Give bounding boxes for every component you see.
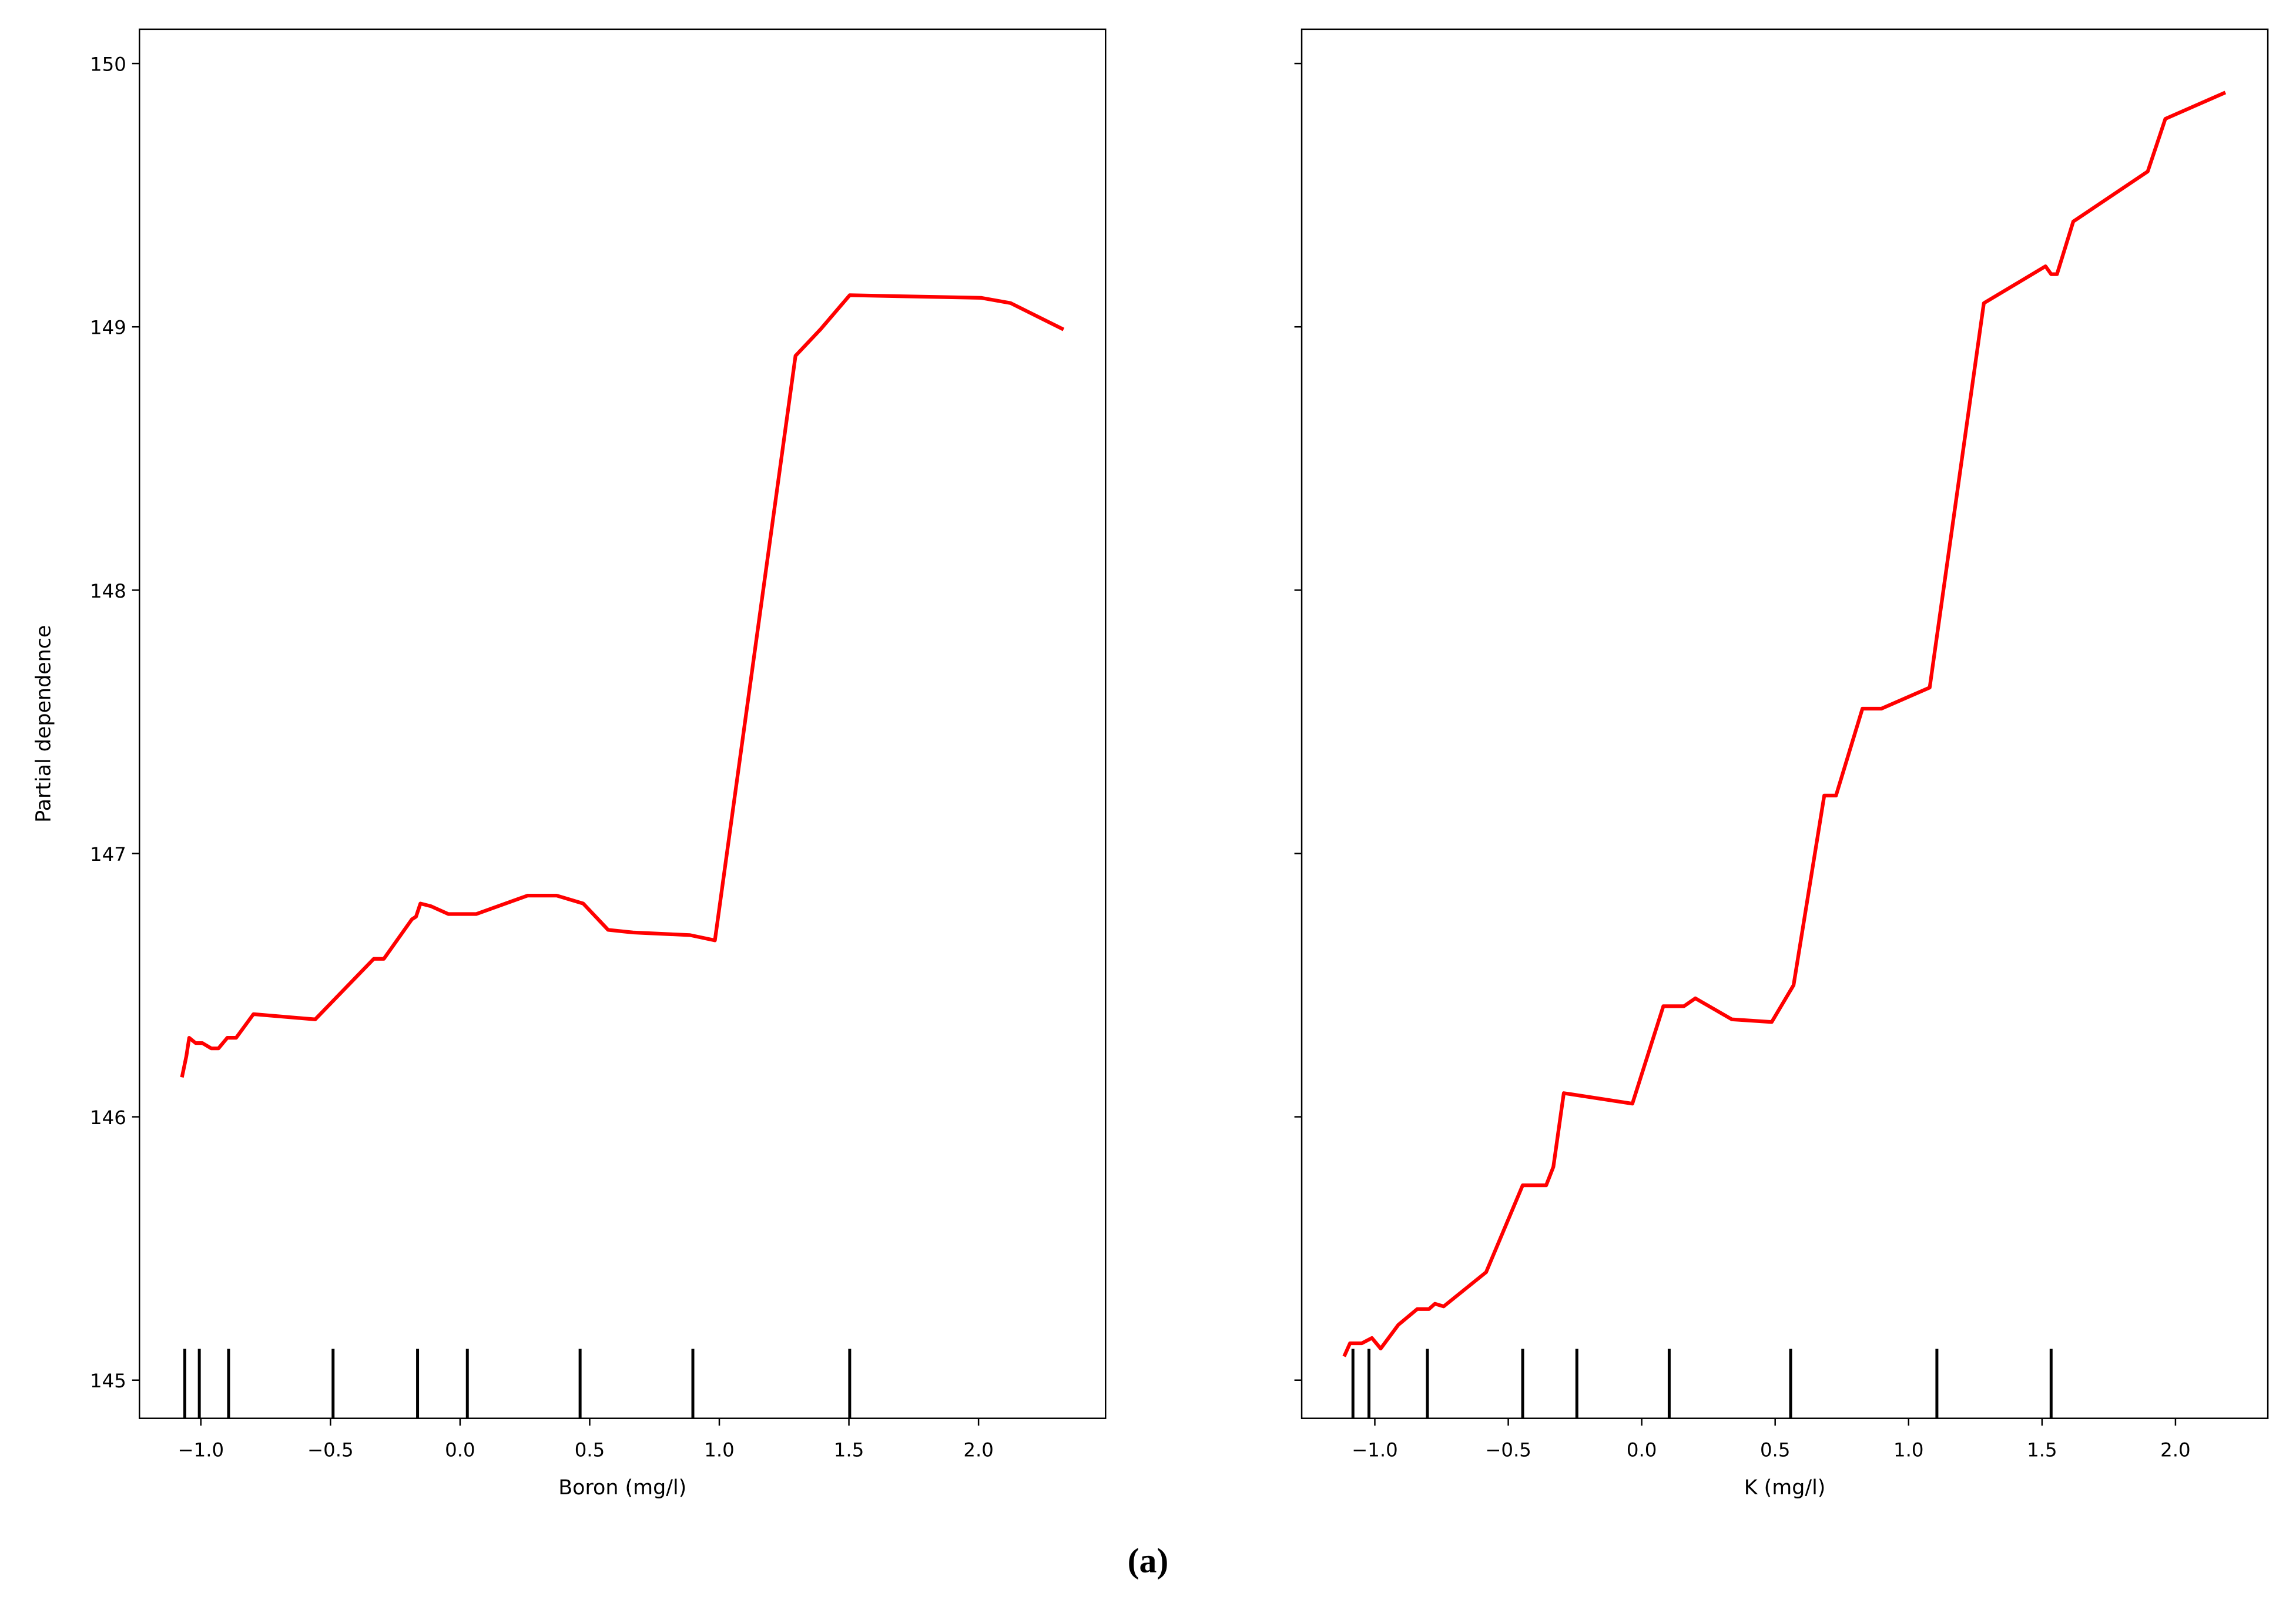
y-tick-label: 145: [90, 1370, 126, 1392]
x-tick-label: 0.5: [575, 1438, 605, 1461]
y-tick-label: 149: [90, 317, 126, 339]
plot-frame: [139, 28, 1107, 1419]
x-tick-label: 1.0: [1893, 1438, 1924, 1461]
x-tick-label: 1.5: [2027, 1438, 2057, 1461]
x-tick-label: 2.0: [2160, 1438, 2191, 1461]
x-axis-title: Boron (mg/l): [558, 1476, 686, 1500]
x-tick-label: −0.5: [307, 1438, 354, 1461]
y-axis-title: Partial dependence: [32, 625, 55, 823]
x-axis-title: K (mg/l): [1744, 1476, 1826, 1500]
y-tick-label: 147: [90, 843, 126, 866]
x-tick-label: 2.0: [963, 1438, 994, 1461]
x-tick-label: 0.0: [445, 1438, 475, 1461]
pd-line: [1342, 90, 2227, 1357]
x-tick-label: −1.0: [1352, 1438, 1398, 1461]
x-tick-label: 0.0: [1627, 1438, 1657, 1461]
x-tick-label: 1.0: [704, 1438, 735, 1461]
pd-line: [180, 293, 1065, 1078]
y-tick-label: 148: [90, 580, 126, 602]
x-tick-label: −0.5: [1485, 1438, 1531, 1461]
y-tick-label: 146: [90, 1106, 126, 1129]
plot-frame: [1300, 28, 2269, 1419]
x-tick-label: 1.5: [834, 1438, 864, 1461]
y-tick-label: 150: [90, 53, 126, 76]
x-tick-label: 0.5: [1760, 1438, 1791, 1461]
x-tick-label: −1.0: [177, 1438, 224, 1461]
caption: (a): [1128, 1541, 1169, 1580]
